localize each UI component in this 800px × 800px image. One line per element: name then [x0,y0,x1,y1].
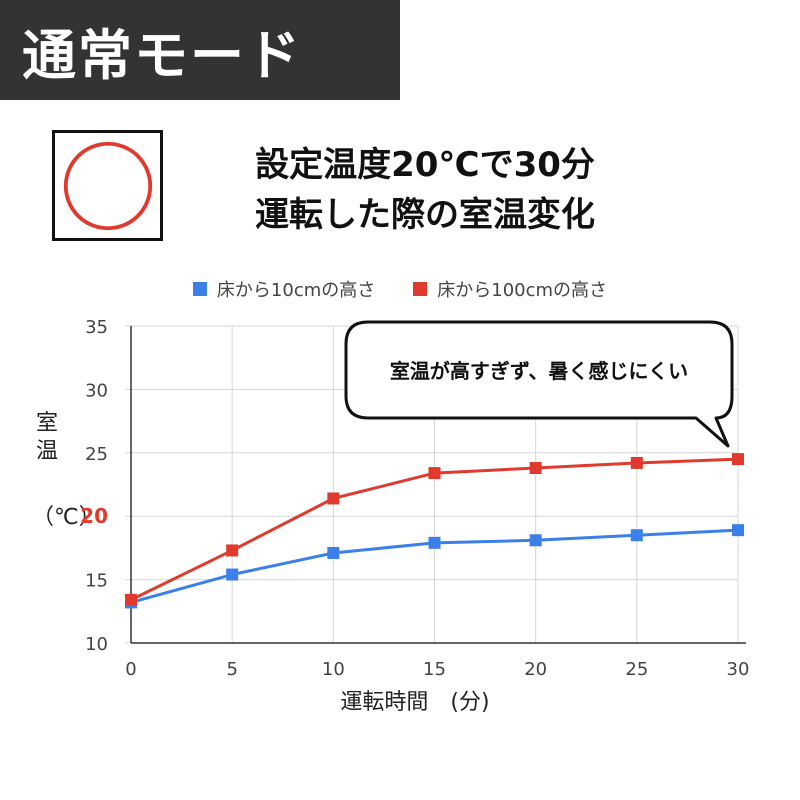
x-tick-label: 25 [625,659,648,680]
y-tick-label: 25 [85,444,108,465]
data-point-0 [428,536,441,549]
y-tick-label: 10 [85,634,108,655]
data-point-0 [732,524,744,537]
callout-bubble [344,320,734,448]
mode-banner-label: 通常モード [22,23,302,87]
data-point-1 [630,456,643,469]
x-tick-label: 5 [226,659,237,680]
circle-mark-icon [63,141,152,230]
x-tick-label: 15 [423,659,446,680]
legend-label-red: 床から100cmの高さ [437,280,608,301]
data-point-0 [226,568,239,581]
mode-banner: 通常モード [0,0,400,100]
legend-item-red: 床から100cmの高さ [413,276,607,302]
x-tick-label: 10 [322,659,345,680]
headline-line-2: 運転した際の室温変化 [255,195,595,235]
data-point-0 [327,546,340,559]
y-tick-label: 15 [85,571,108,592]
x-tick-label: 30 [727,659,750,680]
data-point-1 [125,593,137,606]
y-axis-title-char-1: 室 [35,411,58,436]
y-tick-label: 30 [85,380,108,401]
data-point-1 [529,462,542,475]
x-tick-label: 20 [524,659,547,680]
data-point-1 [226,544,239,557]
legend-swatch-red [413,282,428,296]
y-tick-label: 35 [85,317,108,338]
callout-text: 室温が高すぎず、暑く感じにくい [390,359,688,383]
legend-swatch-blue [192,282,207,296]
legend-label-blue: 床から10cmの高さ [216,280,376,301]
data-point-0 [529,534,542,547]
rating-box [52,130,163,241]
x-tick-label: 0 [125,659,136,680]
data-point-0 [630,529,643,542]
y-tick-label: 20 [80,504,108,528]
chart-legend: 床から10cmの高さ 床から100cmの高さ [0,276,800,302]
headline: 設定温度20℃で30分 運転した際の室温変化 [185,140,665,240]
data-point-1 [327,492,340,505]
data-point-1 [732,453,744,466]
data-point-1 [428,467,441,480]
y-axis-title-char-2: 温 [35,439,58,464]
legend-item-blue: 床から10cmの高さ [192,276,376,302]
x-axis-title: 運転時間 (分) [340,690,490,715]
headline-line-1: 設定温度20℃で30分 [255,145,595,185]
